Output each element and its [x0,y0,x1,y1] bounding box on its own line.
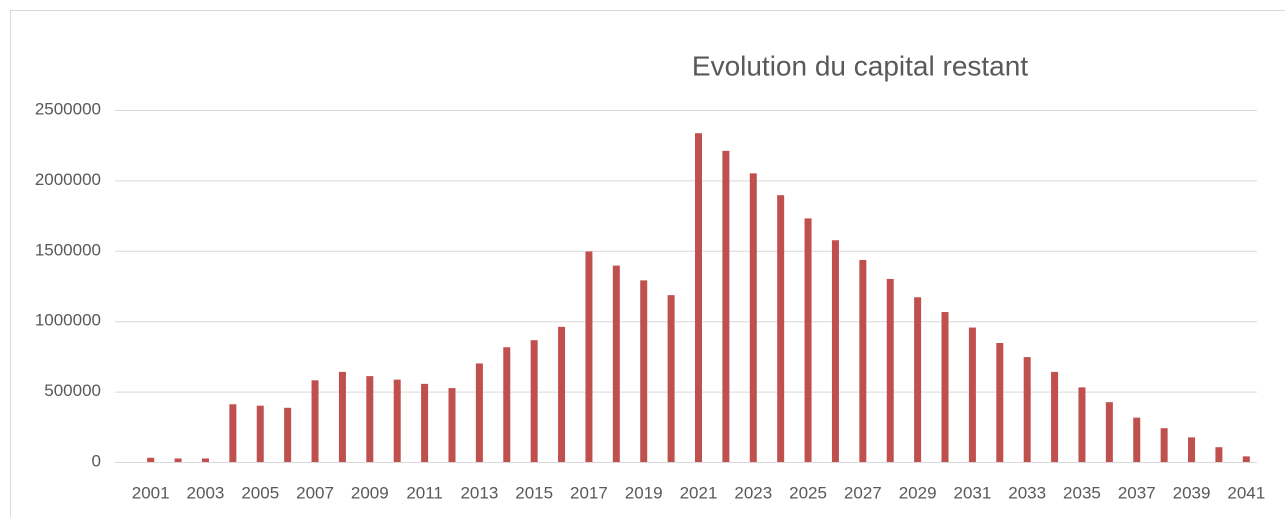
bar [229,404,237,462]
bar [1242,456,1250,462]
x-tick-label: 2041 [1227,483,1265,502]
bar [695,133,702,462]
bar [1215,447,1223,462]
x-tick-label: 2025 [789,483,827,502]
bar [1133,417,1141,462]
y-tick-label: 0 [92,451,101,470]
bar [914,297,922,462]
bar [804,218,812,462]
bar [1188,437,1196,462]
x-tick-label: 2035 [1063,483,1101,502]
bar [831,240,839,462]
bar [941,312,949,462]
x-tick-label: 2009 [351,483,389,502]
y-tick-label: 1000000 [35,311,101,330]
bar [859,259,867,462]
x-tick-label: 2005 [241,483,279,502]
bar [1051,371,1059,462]
bar [147,457,155,462]
bar [1160,428,1168,462]
bar [996,343,1004,462]
bar [421,383,429,462]
bar [503,347,511,462]
chart-title: Evolution du capital restant [692,50,1028,81]
bar [366,376,374,462]
bar [558,326,566,462]
bar [612,265,620,462]
bar [393,379,401,462]
bar [749,173,757,463]
x-tick-label: 2031 [953,483,991,502]
x-tick-label: 2011 [406,483,443,502]
bar [1105,402,1113,462]
x-tick-label: 2029 [899,483,937,502]
x-tick-label: 2003 [187,483,225,502]
x-tick-label: 2019 [625,483,663,502]
y-tick-label: 1500000 [35,240,101,259]
x-tick-label: 2015 [515,483,553,502]
bar [722,150,730,462]
x-tick-label: 2013 [460,483,498,502]
y-tick-label: 2500000 [35,99,101,118]
x-tick-label: 2023 [734,483,772,502]
x-tick-label: 2001 [132,483,170,502]
x-tick-label: 2037 [1118,483,1156,502]
bar [256,405,264,462]
bar [475,363,483,462]
x-tick-label: 2021 [680,483,718,502]
bar [886,278,894,462]
bar [1023,357,1031,462]
bar [338,371,346,462]
bar [585,251,593,462]
bar [448,388,456,462]
x-tick-label: 2017 [570,483,608,502]
bar [174,458,182,462]
x-tick-label: 2033 [1008,483,1046,502]
bar [201,458,209,462]
bar [968,327,976,462]
chart-border [10,10,1285,517]
y-tick-label: 2000000 [35,170,101,189]
bar [1078,387,1086,462]
bar [530,340,538,462]
bar [311,380,319,462]
x-tick-label: 2027 [844,483,882,502]
bar [640,280,648,462]
y-tick-label: 500000 [44,381,101,400]
x-tick-label: 2039 [1173,483,1211,502]
bar [284,407,292,462]
bar [777,195,785,462]
x-tick-label: 2007 [296,483,334,502]
bar [667,295,675,462]
